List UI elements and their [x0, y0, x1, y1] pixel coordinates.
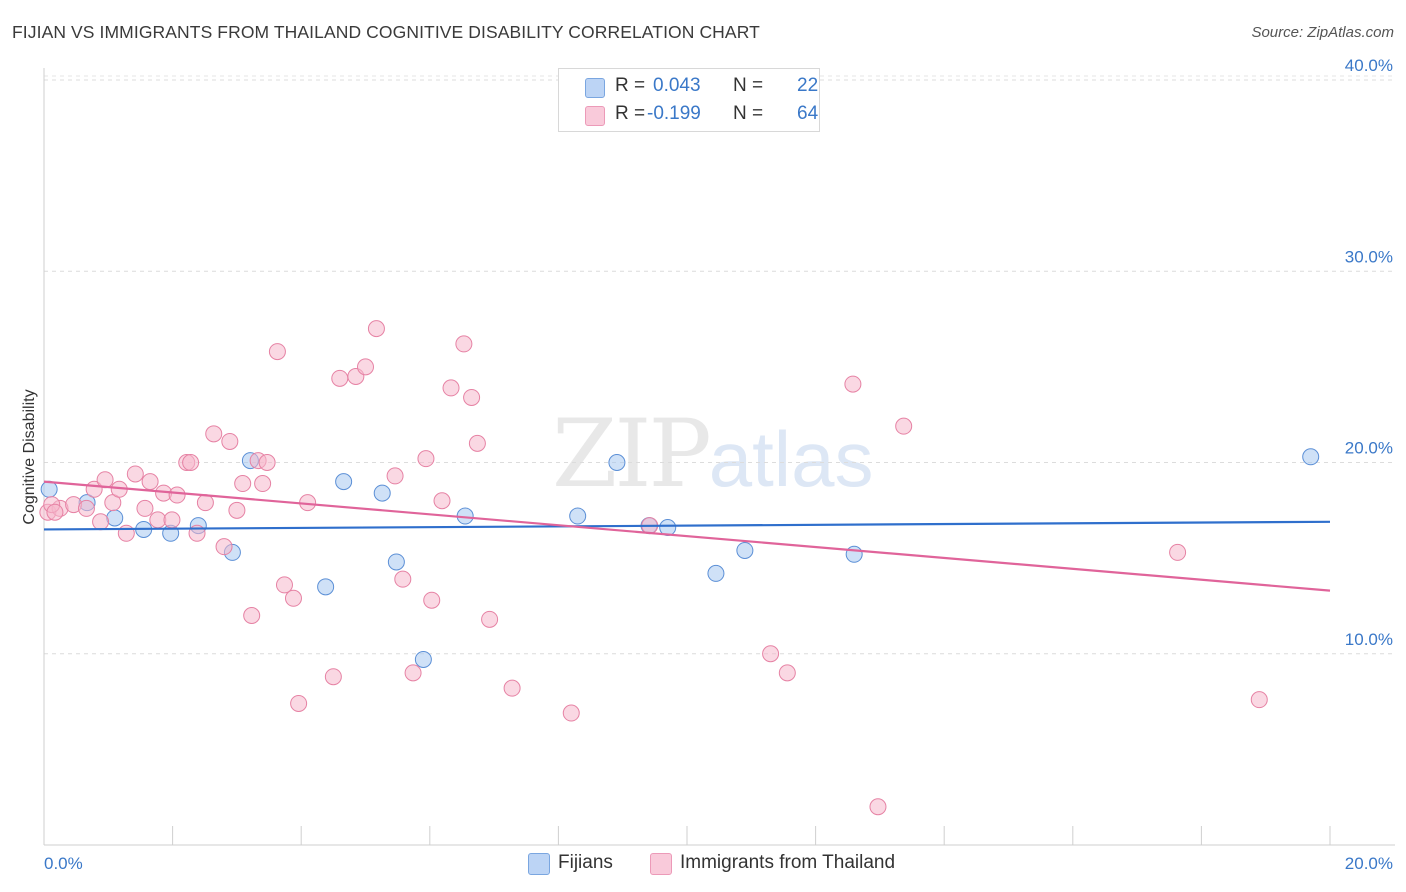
- point-thailand: [290, 694, 308, 712]
- point-thailand: [778, 664, 796, 682]
- chart-title: FIJIAN VS IMMIGRANTS FROM THAILAND COGNI…: [12, 22, 760, 42]
- point-thailand: [196, 494, 214, 512]
- legend-n-value: 64: [797, 103, 819, 124]
- point-thailand: [117, 524, 135, 542]
- watermark-atlas: atlas: [708, 415, 874, 503]
- point-fijians: [106, 509, 124, 527]
- point-thailand: [258, 454, 276, 471]
- point-fijians: [845, 545, 863, 563]
- point-thailand: [562, 704, 580, 722]
- point-thailand: [463, 388, 481, 406]
- watermark-zip: ZIP: [552, 400, 712, 509]
- point-thailand: [324, 668, 342, 686]
- point-thailand: [215, 538, 233, 556]
- point-fijians: [569, 507, 587, 525]
- chart-source: Source: ZipAtlas.com: [1251, 24, 1394, 41]
- legend-swatch-thailand: [585, 106, 605, 126]
- y-axis-label: Cognitive Disability: [21, 389, 38, 524]
- y-tick-label: 20.0%: [1345, 439, 1393, 458]
- point-thailand: [357, 358, 374, 376]
- point-fijians: [335, 473, 353, 491]
- point-thailand: [468, 434, 486, 452]
- point-thailand: [442, 379, 460, 397]
- point-thailand: [481, 610, 499, 628]
- trend-line-thailand: [43, 480, 1331, 592]
- point-fijians: [736, 541, 754, 559]
- legend-n-label: N =: [733, 75, 764, 96]
- point-thailand: [455, 335, 473, 353]
- trend-lines: [43, 480, 1331, 592]
- point-thailand: [275, 576, 293, 594]
- point-thailand: [331, 369, 349, 387]
- point-thailand: [168, 486, 186, 504]
- tick-labels: 10.0% 20.0% 30.0% 40.0% 0.0% 20.0%: [44, 56, 1393, 873]
- point-thailand: [126, 465, 144, 483]
- correlation-legend: R = 0.043 N = 22 R = -0.199 N = 64: [558, 68, 820, 132]
- points: [39, 100, 1320, 816]
- point-thailand: [163, 511, 181, 529]
- point-thailand: [268, 343, 286, 361]
- point-thailand: [234, 475, 252, 493]
- point-thailand: [895, 417, 913, 435]
- legend-r-label: R =: [615, 75, 646, 96]
- point-thailand: [92, 513, 110, 531]
- point-thailand: [869, 798, 887, 816]
- point-thailand: [141, 473, 159, 491]
- point-thailand: [46, 503, 64, 521]
- x-tick-label: 0.0%: [44, 854, 83, 873]
- bottom-legend-swatch-thailand: [650, 853, 672, 875]
- point-thailand: [149, 511, 167, 529]
- point-fijians: [317, 578, 335, 596]
- point-thailand: [1169, 543, 1187, 561]
- point-thailand: [228, 501, 246, 519]
- legend-swatch-fijians: [585, 78, 605, 98]
- point-fijians: [387, 553, 405, 571]
- bottom-legend-label-thailand: Immigrants from Thailand: [680, 852, 896, 873]
- bottom-legend-swatch-fijians: [528, 853, 550, 875]
- bottom-legend-label-fijians: Fijians: [558, 852, 613, 873]
- point-thailand: [367, 320, 385, 338]
- legend-n-label: N =: [733, 103, 764, 124]
- point-fijians: [608, 454, 626, 471]
- axes: [43, 68, 1395, 846]
- point-fijians: [373, 484, 391, 502]
- point-thailand: [433, 492, 451, 510]
- point-thailand: [394, 570, 412, 588]
- point-thailand: [762, 645, 780, 663]
- point-thailand: [221, 432, 239, 450]
- point-thailand: [77, 499, 95, 517]
- x-tick-label: 20.0%: [1345, 854, 1393, 873]
- y-tick-label: 40.0%: [1345, 56, 1393, 75]
- point-fijians: [707, 564, 725, 582]
- point-thailand: [417, 450, 435, 468]
- legend-r-label: R =: [615, 103, 646, 124]
- point-fijians: [40, 480, 58, 498]
- point-thailand: [136, 499, 154, 517]
- trend-line-fijians: [43, 520, 1331, 531]
- point-thailand: [404, 664, 422, 682]
- point-thailand: [423, 591, 441, 609]
- legend-r-value: 0.043: [653, 75, 701, 96]
- watermark: ZIPatlas: [552, 400, 873, 509]
- point-fijians: [1302, 448, 1320, 466]
- point-fijians: [414, 650, 432, 668]
- point-thailand: [284, 589, 302, 607]
- point-thailand: [386, 467, 404, 485]
- y-tick-label: 30.0%: [1345, 247, 1393, 266]
- point-thailand: [844, 375, 862, 393]
- point-thailand: [182, 454, 200, 471]
- point-thailand: [243, 607, 261, 624]
- legend-r-value: -0.199: [647, 103, 701, 124]
- point-thailand: [503, 679, 521, 697]
- legend-n-value: 22: [797, 75, 819, 96]
- point-thailand: [1250, 691, 1268, 709]
- point-thailand: [254, 475, 272, 493]
- y-tick-label: 10.0%: [1345, 630, 1393, 649]
- point-thailand: [205, 425, 223, 443]
